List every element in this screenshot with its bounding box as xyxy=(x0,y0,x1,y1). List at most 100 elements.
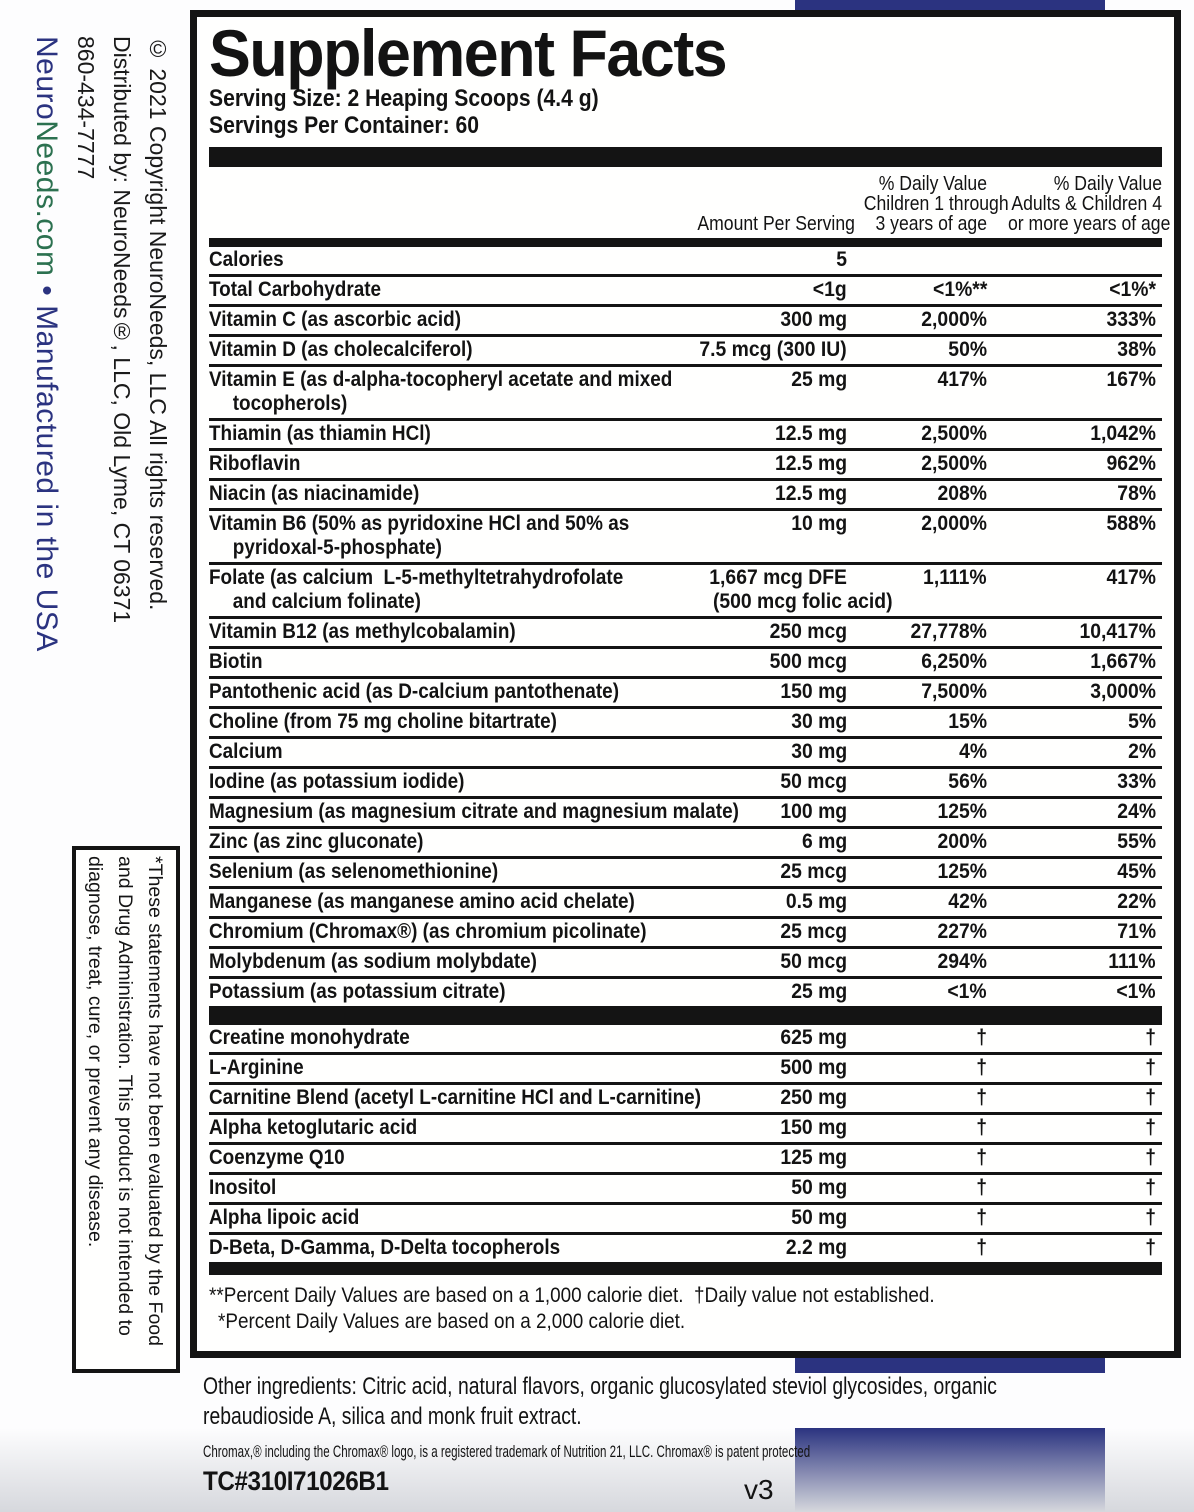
dv-adults-value: 962% xyxy=(1106,451,1157,475)
nutrient-name-cell: Selenium (as selenomethionine) xyxy=(209,859,677,883)
table-row: Coenzyme Q10 125 mg † † xyxy=(209,1142,1162,1172)
distributed-by-text: Distributed by: NeuroNeeds®, LLC, Old Ly… xyxy=(109,36,135,624)
amount-per-serving-value: 50 mg xyxy=(791,1175,847,1199)
amount-per-serving-value: 25 mcg xyxy=(780,919,847,943)
nutrient-name-continued: and calcium folinate) xyxy=(232,589,421,613)
dv-children-value xyxy=(847,247,987,271)
amount-per-serving-value: 10 mg xyxy=(791,511,847,535)
table-row: Molybdenum (as sodium molybdate) 50 mcg 29… xyxy=(209,946,1162,976)
table-row: Folate (as calcium L-5-methyltetrahydrof… xyxy=(209,562,1162,616)
dv-adults-value: 3,000% xyxy=(1090,679,1156,703)
navy-band-middle xyxy=(795,1356,1105,1373)
table-row: Manganese (as manganese amino acid chela… xyxy=(209,886,1162,916)
nutrient-rows: Calories 5 Total Carbohydrate <1g <1%** <1%* V… xyxy=(209,247,1162,1006)
nutrient-name: L-Arginine xyxy=(209,1055,304,1079)
amount-per-serving-value: 25 mcg xyxy=(780,859,847,883)
dv-adults-value: 24% xyxy=(1117,799,1156,823)
dv-children-value: † xyxy=(976,1025,987,1049)
dv-adults-value: 333% xyxy=(1106,307,1157,331)
dv-adults-value: 33% xyxy=(1117,769,1156,793)
nutrient-name-cell: Vitamin E (as d-alpha-tocopheryl acetate… xyxy=(209,367,677,415)
dv-children-value: † xyxy=(976,1235,987,1259)
nutrient-name: Vitamin D (as cholecalciferol) xyxy=(209,337,473,361)
nutrient-name: D-Beta, D-Gamma, D-Delta tocopherols xyxy=(209,1235,561,1259)
brand-needs-com: Needs.com xyxy=(30,120,63,277)
dv-children-value: † xyxy=(976,1205,987,1229)
servings-per-container-text: Servings Per Container: 60 xyxy=(209,112,479,139)
dv-children-value: 125% xyxy=(937,859,988,883)
nutrient-name: Creatine monohydrate xyxy=(209,1025,410,1049)
dv-adults-value: 45% xyxy=(1117,859,1156,883)
dv-children-value: † xyxy=(976,1145,987,1169)
other-ingredients-text: Other ingredients: Citric acid, natural … xyxy=(203,1373,997,1430)
amount-per-serving-value: 12.5 mg xyxy=(774,421,847,445)
brand-neuro: Neuro xyxy=(30,36,63,121)
amount-per-serving-value: 50 mg xyxy=(791,1205,847,1229)
nutrient-name-cell: Magnesium (as magnesium citrate and magn… xyxy=(209,799,739,823)
dv-adults-value: 167% xyxy=(1106,367,1157,391)
amount-per-serving-value: 12.5 mg xyxy=(774,481,847,505)
divider-bar xyxy=(209,1006,1162,1025)
amount-per-serving-value: 500 mcg xyxy=(769,649,847,673)
amount-per-serving-value: 625 mg xyxy=(780,1025,847,1049)
dv-adults-value: 1,042% xyxy=(1090,421,1156,445)
dv-children-value: † xyxy=(976,1085,987,1109)
amount-per-serving-value: 100 mg xyxy=(780,799,847,823)
amount-per-serving-value: 50 mcg xyxy=(780,949,847,973)
amount-per-serving-value: 300 mg xyxy=(780,307,847,331)
fda-disclaimer-box: *These statements have not been evaluate… xyxy=(72,846,180,1373)
amount-per-serving-value: 250 mg xyxy=(780,1085,847,1109)
amount-per-serving-value: 250 mcg xyxy=(769,619,847,643)
amount-per-serving-value: 7.5 mcg (300 IU) xyxy=(699,337,847,361)
amount-secondary-value: (500 mcg folic acid) xyxy=(713,589,893,613)
dv-adults-value: † xyxy=(1145,1235,1156,1259)
dv-children-value: 208% xyxy=(937,481,988,505)
dv-adults-value: 71% xyxy=(1117,919,1156,943)
amount-per-serving-value: 30 mg xyxy=(791,739,847,763)
dv-children-value: 200% xyxy=(937,829,988,853)
nutrient-name: Chromium (Chromax®) (as chromium picolin… xyxy=(209,919,647,943)
dv-adults-value: 1,667% xyxy=(1090,649,1156,673)
amount-per-serving-value: 2.2 mg xyxy=(785,1235,847,1259)
nutrient-name: Vitamin B12 (as methylcobalamin) xyxy=(209,619,516,643)
dv-adults-value xyxy=(987,247,1162,271)
nutrient-name-cell: Vitamin C (as ascorbic acid) xyxy=(209,307,677,331)
dv-adults-value: 5% xyxy=(1128,709,1156,733)
vertical-company-info: © 2021 Copyright NeuroNeeds, LLC All rig… xyxy=(24,36,176,826)
nutrient-name-cell: Biotin xyxy=(209,649,677,673)
version-label: v3 xyxy=(744,1474,774,1505)
dv-children-value: 417% xyxy=(937,367,988,391)
nutrient-name: Biotin xyxy=(209,649,263,673)
table-row: Carnitine Blend (acetyl L-carnitine HCl … xyxy=(209,1082,1162,1112)
nutrient-name-continued: pyridoxal-5-phosphate) xyxy=(232,535,442,559)
nutrient-name: Zinc (as zinc gluconate) xyxy=(209,829,424,853)
nutrient-name: Manganese (as manganese amino acid chela… xyxy=(209,889,635,913)
nutrient-name-cell: Manganese (as manganese amino acid chela… xyxy=(209,889,677,913)
disclaimer-line: *These statements have not been evaluate… xyxy=(144,856,166,1346)
footnote-line: **Percent Daily Values are based on a 1,… xyxy=(209,1284,935,1307)
dv-adults-value: 111% xyxy=(1108,949,1156,973)
nutrient-name: Magnesium (as magnesium citrate and magn… xyxy=(209,799,739,823)
table-row: L-Arginine 500 mg † † xyxy=(209,1052,1162,1082)
amount-per-serving-value: 150 mg xyxy=(780,679,847,703)
chromax-trademark-note: Chromax,® including the Chromax® logo, i… xyxy=(203,1443,811,1461)
nutrient-name-cell: Carnitine Blend (acetyl L-carnitine HCl … xyxy=(209,1085,702,1109)
amount-per-serving-value: 50 mcg xyxy=(780,769,847,793)
dv-children-value: 27,778% xyxy=(910,619,987,643)
column-header-row: Amount Per Serving % Daily Value Childre… xyxy=(209,167,1170,238)
amount-per-serving-value: 1,667 mcg DFE (500 mcg folic acid) xyxy=(677,565,893,613)
table-row: Alpha lipoic acid 50 mg † † xyxy=(209,1202,1162,1232)
dv-adults-value: † xyxy=(1145,1025,1156,1049)
divider-bar xyxy=(209,238,1162,247)
dv-adults-value: 55% xyxy=(1117,829,1156,853)
dv-children-value: 50% xyxy=(948,337,987,361)
amount-per-serving-value: <1g xyxy=(813,277,847,301)
nutrient-name: Carnitine Blend (acetyl L-carnitine HCl … xyxy=(209,1085,702,1109)
nutrient-name-cell: Total Carbohydrate xyxy=(209,277,677,301)
phone-number: 860-434-7777 xyxy=(73,36,99,180)
amount-column-header: Amount Per Serving xyxy=(697,213,855,235)
nutrient-name-cell: Potassium (as potassium citrate) xyxy=(209,979,677,1003)
dv-adults-value: 10,417% xyxy=(1079,619,1156,643)
nutrient-name-cell: Chromium (Chromax®) (as chromium picolin… xyxy=(209,919,677,943)
table-row: Alpha ketoglutaric acid 150 mg † † xyxy=(209,1112,1162,1142)
